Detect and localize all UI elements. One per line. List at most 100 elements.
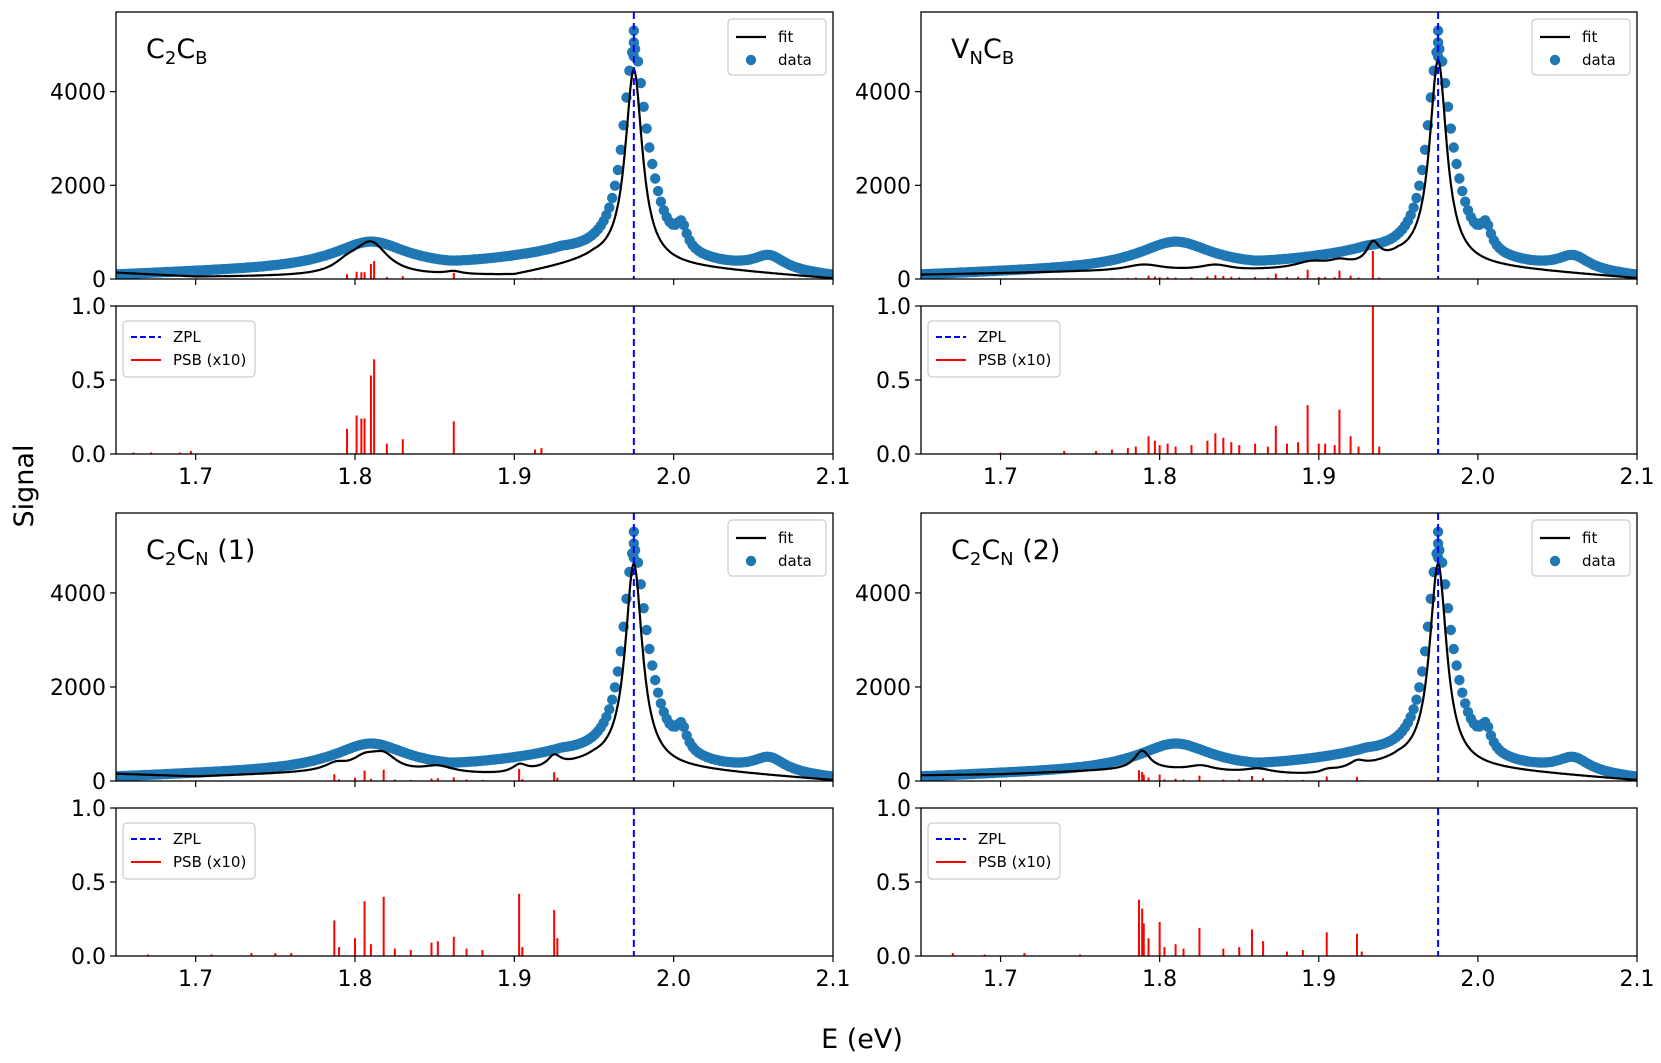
data-point <box>612 164 624 176</box>
legend-zpl-label: ZPL <box>978 830 1006 848</box>
x-tick-label: 1.8 <box>338 967 373 992</box>
data-point <box>647 158 658 170</box>
x-tick-label: 1.7 <box>178 465 213 490</box>
data-point <box>609 682 621 693</box>
y-tick-label: 2000 <box>50 174 106 199</box>
y-tick-label: 0.5 <box>71 369 106 394</box>
legend-fit-label: fit <box>778 529 793 547</box>
data-point <box>678 219 690 231</box>
data-point <box>1482 219 1494 231</box>
plot-area <box>146 808 635 956</box>
x-tick-label: 1.8 <box>338 465 373 490</box>
panel-top-right-psb: ZPL PSB (x10) 0.0 0.5 1.0 1.7 1.8 1.9 2.0 2.1 <box>876 295 1655 490</box>
plot-area <box>999 306 1440 454</box>
panel-title-part: B <box>195 48 207 69</box>
x-tick-label: 2.1 <box>816 465 851 490</box>
legend-data-label: data <box>1582 552 1616 570</box>
legend-data-swatch <box>745 555 757 567</box>
data-point <box>1460 196 1471 207</box>
data-point <box>678 721 690 733</box>
data-point <box>1445 123 1457 134</box>
legend-fit-label: fit <box>1582 529 1597 547</box>
data-point <box>1451 158 1462 170</box>
legend: ZPL PSB (x10) <box>927 822 1061 880</box>
legend-data-label: data <box>778 51 812 69</box>
x-tick-label: 2.0 <box>656 967 691 992</box>
axes-frame <box>920 512 1638 782</box>
data-point <box>635 77 646 89</box>
data-point <box>644 142 655 153</box>
data-point <box>604 704 615 715</box>
panel-bottom-left-psb: ZPL PSB (x10) 0.0 0.5 1.0 1.7 1.8 1.9 2.0 2.1 <box>71 797 851 992</box>
data-point <box>652 687 664 698</box>
plot-area <box>921 12 1637 279</box>
x-tick-label: 2.0 <box>1460 967 1495 992</box>
data-point <box>1457 185 1468 197</box>
x-tick-label: 2.0 <box>656 465 691 490</box>
panel-title-part: C <box>951 535 970 566</box>
data-points <box>921 25 1637 279</box>
data-point <box>628 538 640 549</box>
legend-box <box>122 822 256 880</box>
data-point <box>1457 687 1468 698</box>
x-tick-label: 1.8 <box>1142 967 1177 992</box>
data-point <box>641 624 652 636</box>
data-point <box>827 269 833 279</box>
legend-zpl-label: ZPL <box>173 328 201 346</box>
axes-frame <box>920 11 1638 280</box>
figure-y-axis-label: Signal <box>9 445 40 528</box>
legend: ZPL PSB (x10) <box>122 320 256 378</box>
y-tick-label: 0 <box>92 268 106 293</box>
data-point <box>1454 674 1465 686</box>
panel-title: C2CN (1) <box>146 535 255 570</box>
y-tick-label: 0.0 <box>71 443 106 468</box>
panel-title-part: 2 <box>165 48 176 69</box>
legend-data-swatch <box>745 54 757 66</box>
y-tick-label: 2000 <box>855 174 911 199</box>
y-tick-label: 4000 <box>855 582 911 607</box>
panel-title-part: C <box>983 34 1002 65</box>
panel-title-part: C <box>176 535 195 566</box>
data-point <box>1448 142 1459 153</box>
data-point <box>652 185 664 197</box>
data-point <box>1432 37 1444 48</box>
legend: fit data <box>1531 519 1631 577</box>
data-point <box>607 694 618 705</box>
panel-title: VNCB <box>951 34 1014 69</box>
data-point <box>609 180 621 191</box>
data-point <box>650 173 661 184</box>
data-point <box>1411 694 1422 705</box>
legend-box <box>122 320 256 378</box>
data-point <box>615 144 626 155</box>
data-point <box>1448 643 1459 655</box>
fit-line <box>116 562 833 781</box>
legend-box <box>927 320 1061 378</box>
data-point <box>628 37 640 48</box>
panel-title: C2CB <box>146 34 208 69</box>
plot-area <box>921 513 1637 781</box>
data-point <box>641 123 652 134</box>
y-tick-label: 2000 <box>855 676 911 701</box>
data-point <box>1414 180 1425 191</box>
y-tick-label: 4000 <box>50 582 106 607</box>
data-point <box>604 202 615 213</box>
data-point <box>1411 192 1422 204</box>
x-tick-label: 2.1 <box>1620 967 1655 992</box>
legend-fit-label: fit <box>1582 28 1597 46</box>
data-point <box>628 526 640 538</box>
data-point <box>655 196 667 207</box>
y-tick-label: 1.0 <box>71 797 106 822</box>
legend-box <box>927 822 1061 880</box>
y-tick-label: 4000 <box>855 81 911 106</box>
y-tick-label: 1.0 <box>876 797 911 822</box>
panel-title-part: C <box>146 535 165 566</box>
legend-data-label: data <box>1582 51 1616 69</box>
data-points <box>116 526 833 781</box>
legend: ZPL PSB (x10) <box>122 822 256 880</box>
legend-psb-label: PSB (x10) <box>978 351 1051 369</box>
data-point <box>1454 173 1465 184</box>
y-tick-label: 1.0 <box>876 295 911 320</box>
